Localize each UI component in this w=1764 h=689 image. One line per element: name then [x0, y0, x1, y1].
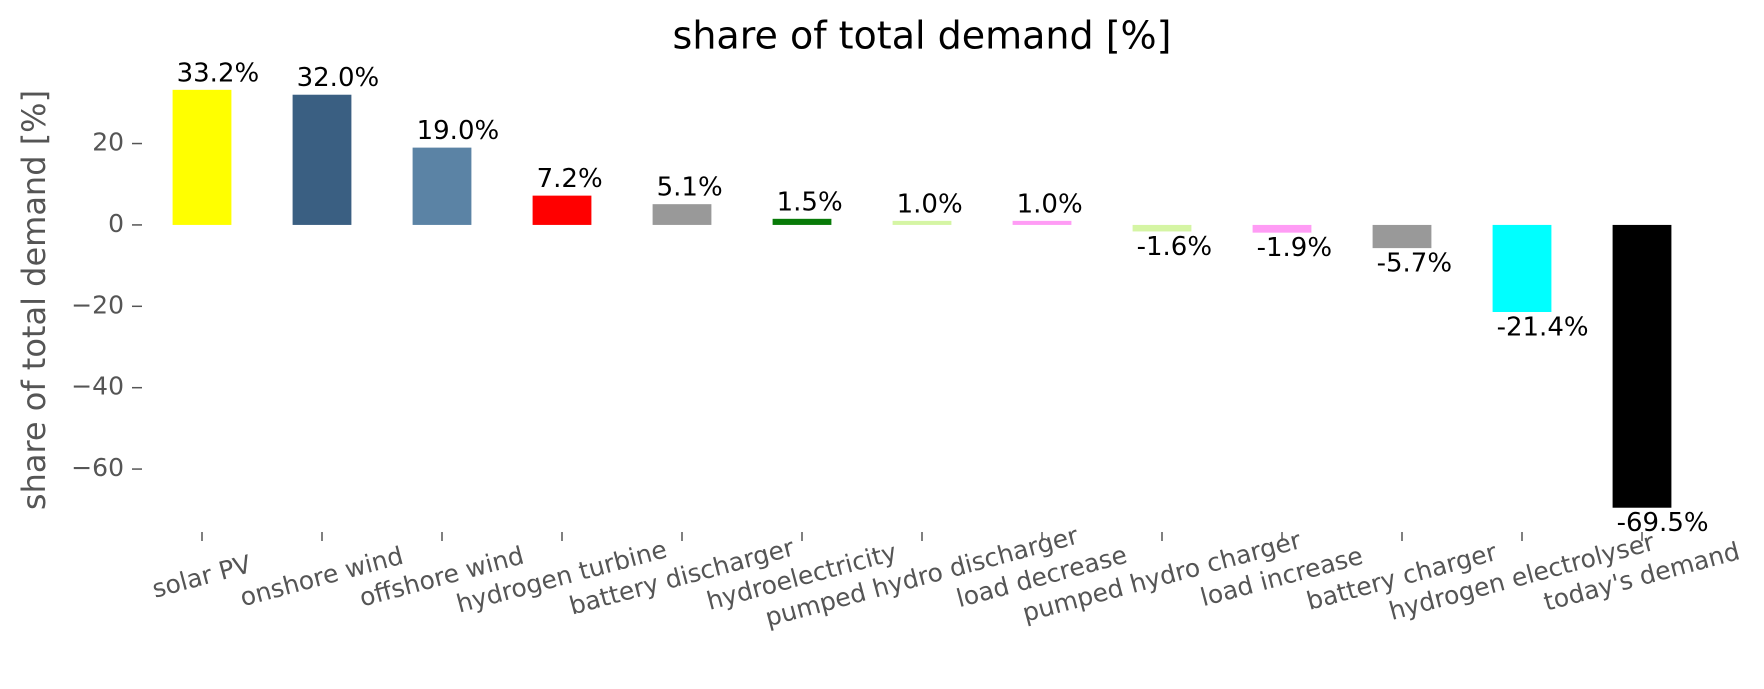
bar — [1252, 224, 1312, 233]
data-label: -5.7% — [1377, 249, 1452, 279]
bar — [1372, 224, 1432, 249]
bar — [652, 204, 712, 225]
bar — [532, 195, 592, 225]
data-label: 32.0% — [297, 63, 380, 93]
bar — [1612, 224, 1672, 508]
data-label: 7.2% — [537, 164, 603, 194]
bar — [1012, 220, 1072, 225]
bar — [1132, 224, 1192, 232]
bar — [892, 220, 952, 225]
bar — [172, 89, 232, 225]
bar — [1492, 224, 1552, 313]
data-label: 1.0% — [897, 189, 963, 219]
chart-title: share of total demand [%] — [673, 14, 1172, 58]
bar — [292, 94, 352, 225]
data-label: 1.5% — [777, 187, 843, 217]
y-tick-label: 0 — [108, 209, 124, 238]
bar — [772, 218, 832, 225]
data-label: 19.0% — [417, 116, 500, 146]
data-label: 1.0% — [1017, 189, 1083, 219]
y-tick-label: 20 — [92, 128, 124, 157]
data-label: -1.9% — [1257, 233, 1332, 263]
y-tick-label: −60 — [71, 453, 124, 482]
x-tick-label: solar PV — [149, 549, 254, 603]
y-axis-label: share of total demand [%] — [15, 90, 53, 510]
data-label: -21.4% — [1497, 313, 1589, 343]
bar — [412, 147, 472, 225]
data-label: -1.6% — [1137, 232, 1212, 262]
data-label: 33.2% — [177, 58, 260, 88]
data-label: -69.5% — [1617, 508, 1709, 538]
y-tick-label: −40 — [71, 372, 124, 401]
data-label: 5.1% — [657, 173, 723, 203]
y-tick-label: −20 — [71, 290, 124, 319]
